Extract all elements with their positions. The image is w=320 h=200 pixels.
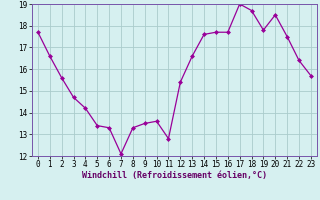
X-axis label: Windchill (Refroidissement éolien,°C): Windchill (Refroidissement éolien,°C) (82, 171, 267, 180)
